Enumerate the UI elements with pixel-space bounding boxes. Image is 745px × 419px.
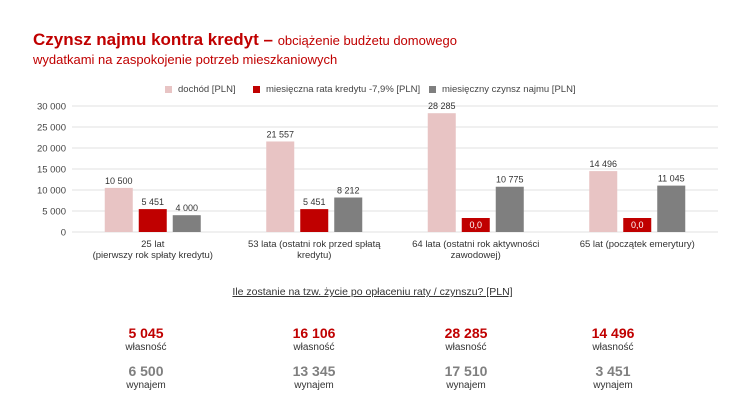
legend-item-income: dochód [PLN] bbox=[165, 84, 236, 95]
category-label: zawodowej) bbox=[451, 250, 501, 261]
own-label: własność bbox=[592, 342, 634, 353]
y-tick-label: 15 000 bbox=[37, 165, 66, 176]
y-tick-label: 25 000 bbox=[37, 123, 66, 134]
rent-value: 3 451 bbox=[595, 363, 631, 379]
bar-loan bbox=[300, 209, 329, 232]
chart-title: Czynsz najmu kontra kredyt – obciążenie … bbox=[33, 30, 593, 69]
category-label: 65 lat (początek emerytury) bbox=[580, 239, 695, 250]
own-value: 5 045 bbox=[128, 325, 164, 341]
summary-column-1: 5 045 własność 6 500 wynajem bbox=[81, 325, 211, 392]
legend-swatch-income bbox=[165, 86, 172, 93]
title-main: Czynsz najmu kontra kredyt bbox=[33, 30, 259, 49]
legend-label-rent: miesięczny czynsz najmu [PLN] bbox=[442, 84, 576, 95]
own-label: własność bbox=[293, 342, 335, 353]
bar-loan bbox=[623, 218, 652, 232]
data-label-rent: 8 212 bbox=[337, 186, 360, 196]
bar-income bbox=[589, 171, 618, 232]
rent-label: wynajem bbox=[446, 380, 486, 391]
legend-swatch-loan bbox=[253, 86, 260, 93]
y-tick-label: 10 000 bbox=[37, 186, 66, 197]
title-subtitle-line2: wydatkami na zaspokojenie potrzeb mieszk… bbox=[33, 52, 338, 67]
y-tick-label: 0 bbox=[61, 228, 66, 239]
rent-label: wynajem bbox=[294, 380, 334, 391]
y-tick-label: 30 000 bbox=[37, 102, 66, 113]
own-value: 16 106 bbox=[292, 325, 336, 341]
own-label: własność bbox=[125, 342, 167, 353]
bar-loan bbox=[461, 218, 490, 232]
data-label-income: 10 500 bbox=[105, 176, 133, 186]
grid-lines bbox=[72, 105, 718, 233]
y-tick-label: 20 000 bbox=[37, 144, 66, 155]
bar-income bbox=[266, 141, 295, 232]
summary-column-4: 14 496 własność 3 451 wynajem bbox=[548, 325, 678, 392]
bar-chart: 0 5 000 10 000 15 000 20 000 25 000 30 000 10 … bbox=[37, 101, 718, 261]
category-label: (pierwszy rok spłaty kredytu) bbox=[93, 250, 213, 261]
own-value: 14 496 bbox=[591, 325, 635, 341]
data-label-income: 21 557 bbox=[266, 129, 294, 139]
data-label-loan: 0,0 bbox=[631, 220, 644, 230]
legend-label-income: dochód [PLN] bbox=[178, 84, 236, 95]
category-label: 25 lat bbox=[141, 239, 165, 250]
rent-value: 17 510 bbox=[444, 363, 488, 379]
data-label-rent: 11 045 bbox=[658, 174, 685, 184]
bar-rent bbox=[495, 186, 524, 232]
category-label: 64 lata (ostatni rok aktywności bbox=[412, 239, 539, 250]
data-label-rent: 10 775 bbox=[496, 175, 524, 185]
bars bbox=[104, 113, 686, 232]
legend-swatch-rent bbox=[429, 86, 436, 93]
bar-rent bbox=[334, 197, 363, 232]
summary-column-2: 16 106 własność 13 345 wynajem bbox=[249, 325, 379, 392]
summary-question: Ile zostanie na tzw. życie po opłaceniu … bbox=[232, 286, 513, 298]
bar-income bbox=[427, 113, 456, 232]
legend-item-rent: miesięczny czynsz najmu [PLN] bbox=[429, 84, 576, 95]
legend-label-loan: miesięczna rata kredytu -7,9% [PLN] bbox=[266, 84, 421, 95]
category-label: 53 lata (ostatni rok przed spłatą bbox=[248, 239, 381, 250]
data-label-income: 28 285 bbox=[428, 101, 456, 111]
rent-label: wynajem bbox=[126, 380, 166, 391]
data-label-loan: 5 451 bbox=[303, 197, 326, 207]
rent-value: 6 500 bbox=[128, 363, 164, 379]
rent-label: wynajem bbox=[593, 380, 633, 391]
y-tick-label: 5 000 bbox=[42, 207, 66, 218]
category-label: kredytu) bbox=[297, 250, 331, 261]
bar-income bbox=[104, 187, 133, 232]
bar-rent bbox=[657, 185, 686, 232]
title-dash: – bbox=[258, 30, 278, 49]
legend-item-loan: miesięczna rata kredytu -7,9% [PLN] bbox=[253, 84, 420, 95]
data-labels: 10 500 5 451 4 000 21 557 5 451 8 212 28 285 0,… bbox=[105, 101, 685, 230]
title-subtitle-line1: obciążenie budżetu domowego bbox=[277, 33, 457, 48]
own-label: własność bbox=[445, 342, 487, 353]
data-label-rent: 4 000 bbox=[175, 203, 198, 213]
data-label-loan: 5 451 bbox=[141, 197, 164, 207]
y-axis-ticks: 0 5 000 10 000 15 000 20 000 25 000 30 000 bbox=[37, 102, 66, 239]
bar-loan bbox=[138, 209, 167, 232]
own-value: 28 285 bbox=[444, 325, 488, 341]
summary-column-3: 28 285 własność 17 510 wynajem bbox=[401, 325, 531, 392]
x-axis-categories: 25 lat(pierwszy rok spłaty kredytu) 53 la… bbox=[93, 239, 695, 261]
bar-rent bbox=[172, 215, 201, 232]
rent-value: 13 345 bbox=[292, 363, 336, 379]
data-label-income: 14 496 bbox=[589, 159, 617, 169]
data-label-loan: 0,0 bbox=[469, 220, 482, 230]
